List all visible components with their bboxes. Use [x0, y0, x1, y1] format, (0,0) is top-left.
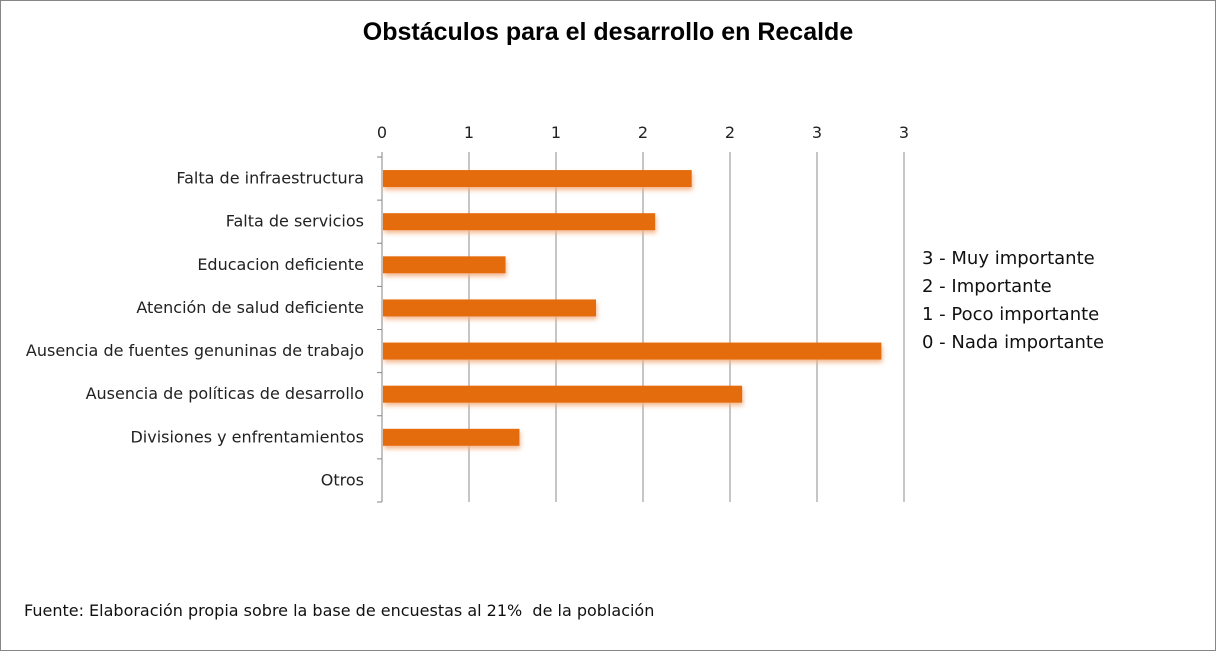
category-label: Educacion deficiente	[197, 255, 364, 274]
bar	[383, 170, 692, 188]
x-tick-label: 1	[464, 123, 474, 142]
x-tick-label: 1	[551, 123, 561, 142]
category-label: Atención de salud deficiente	[136, 298, 364, 317]
category-label: Ausencia de políticas de desarrollo	[86, 384, 364, 403]
bar	[383, 385, 743, 403]
bar	[383, 428, 520, 446]
bars	[383, 170, 882, 446]
chart-title: Obstáculos para el desarrollo en Recalde	[362, 18, 854, 46]
legend-entry: 3 - Muy importante	[922, 248, 1095, 269]
bar	[383, 256, 506, 274]
x-tick-label: 2	[638, 123, 648, 142]
x-tick-label: 2	[725, 123, 735, 142]
source-note: Fuente: Elaboración propia sobre la base…	[24, 601, 655, 620]
category-label: Falta de infraestructura	[176, 169, 364, 188]
legend-entry: 2 - Importante	[922, 276, 1052, 297]
gridlines	[377, 152, 905, 503]
x-tick-label: 0	[377, 123, 387, 142]
legend-entry: 0 - Nada importante	[922, 332, 1105, 353]
x-axis-ticks: 0 1 1 2 2 3 3	[377, 123, 909, 142]
bar	[383, 342, 882, 360]
category-label: Falta de servicios	[226, 212, 364, 231]
legend-entry: 1 - Poco importante	[922, 304, 1100, 325]
x-tick-label: 3	[899, 123, 909, 142]
importance-legend: 3 - Muy importante 2 - Importante 1 - Po…	[922, 245, 1104, 357]
bar	[383, 299, 597, 317]
category-label: Ausencia de fuentes genuninas de trabajo	[26, 341, 364, 360]
category-label: Divisiones y enfrentamientos	[130, 427, 364, 446]
category-labels: Falta de infraestructura Falta de servici…	[26, 169, 364, 490]
category-label: Otros	[321, 470, 364, 489]
bar	[383, 213, 656, 231]
x-tick-label: 3	[812, 123, 822, 142]
